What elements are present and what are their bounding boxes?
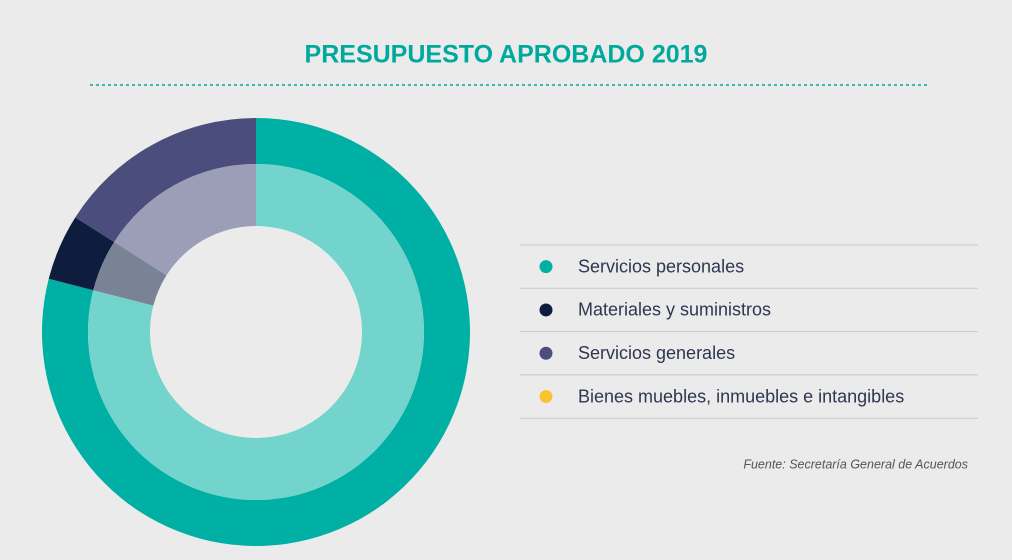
legend-marker [539, 303, 553, 317]
chart-title: PRESUPUESTO APROBADO 2019 [305, 41, 708, 69]
outer-slice [75, 118, 256, 242]
outer-slice [48, 217, 115, 291]
legend-label: Servicios personales [578, 256, 744, 276]
legend-label: Materiales y suministros [578, 300, 771, 320]
inner-slice [93, 241, 167, 306]
legend-label: Servicios generales [578, 343, 735, 363]
inner-slice [114, 164, 256, 276]
legend-marker [539, 390, 553, 404]
legend-marker [539, 346, 553, 360]
source-note: Fuente: Secretaría General de Acuerdos [743, 457, 968, 471]
legend-marker [539, 260, 553, 274]
inner-slice [88, 164, 425, 501]
legend-label: Bienes muebles, inmuebles e intangibles [578, 386, 904, 406]
